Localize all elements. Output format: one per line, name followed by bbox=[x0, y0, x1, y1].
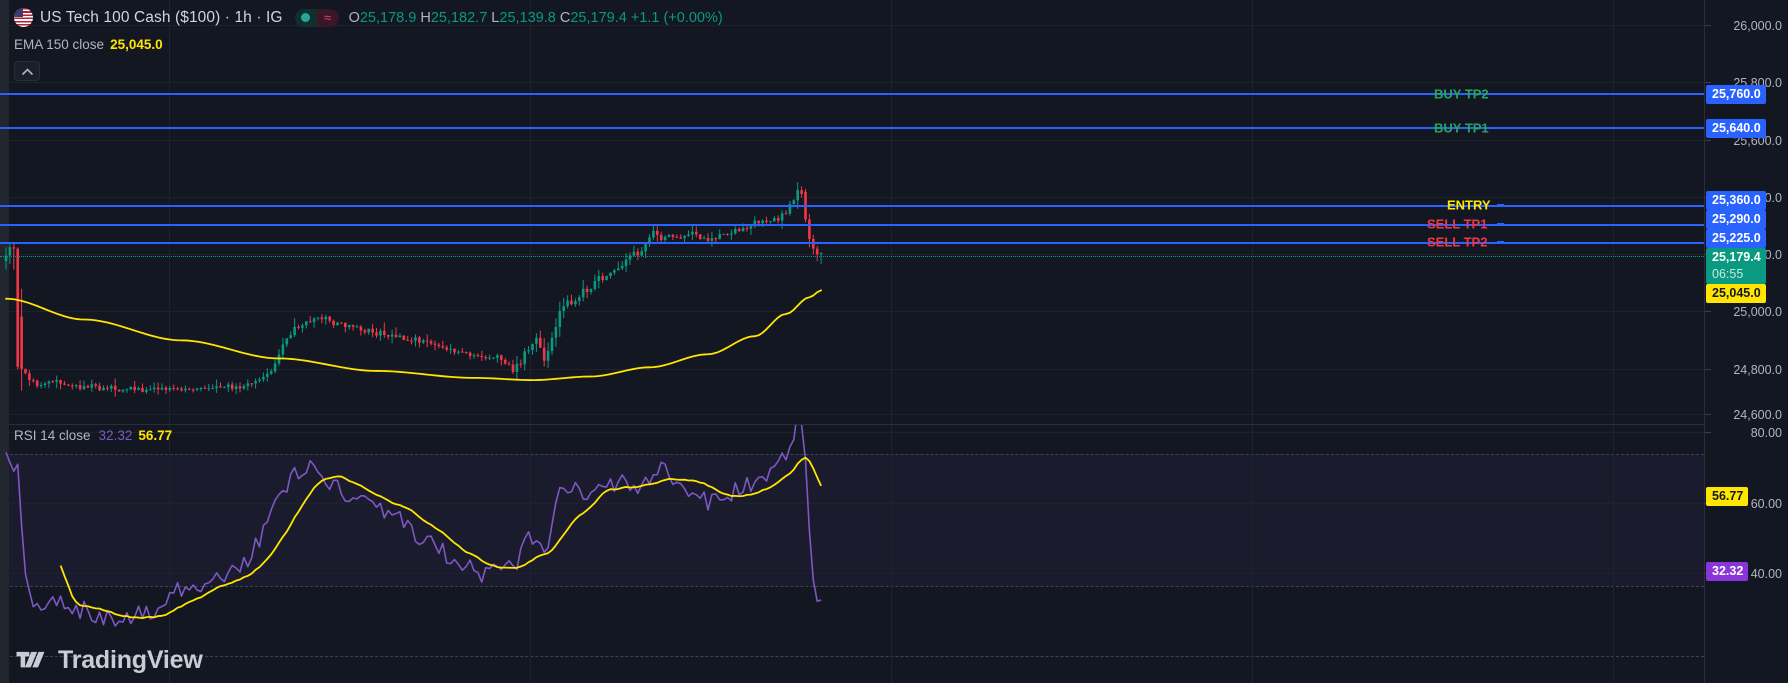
ema-price-badge[interactable]: 25,045.0 bbox=[1706, 284, 1766, 303]
tradingview-wordmark: TradingView bbox=[58, 646, 203, 674]
ohlc-high-key: H bbox=[420, 9, 431, 26]
level-label-entry[interactable]: ENTRY bbox=[1447, 197, 1491, 213]
chevron-up-icon bbox=[21, 67, 33, 75]
price-badge-buy-tp2[interactable]: 25,760.0 bbox=[1706, 85, 1766, 104]
current-price-time: 06:55 bbox=[1712, 267, 1744, 281]
rsi-oversold-line bbox=[0, 586, 1704, 587]
current-price-line bbox=[0, 256, 1704, 257]
symbol-title[interactable]: US Tech 100 Cash ($100) · 1h · IG bbox=[40, 9, 283, 27]
us-flag-icon bbox=[14, 8, 33, 27]
ohlc-close-key: C bbox=[559, 9, 571, 26]
rsi-axis-tick: 40.00 bbox=[1750, 567, 1782, 581]
symbol-sep-2: · bbox=[251, 8, 266, 26]
axis-tick: 26,000.0 bbox=[1733, 19, 1782, 33]
level-label-buy-tp2[interactable]: BUY TP2 bbox=[1434, 86, 1489, 102]
rsi-overbought-line bbox=[0, 454, 1704, 455]
rsi-legend-label: RSI 14 close bbox=[14, 428, 91, 443]
axis-tick: 24,800.0 bbox=[1733, 363, 1782, 377]
level-dash-buy-tp2 bbox=[1497, 93, 1504, 95]
ohlc-open-key: O bbox=[348, 9, 360, 26]
price-pane[interactable] bbox=[0, 0, 1704, 424]
level-dash-sell-tp2 bbox=[1497, 241, 1504, 243]
ema-legend-label: EMA 150 close bbox=[14, 37, 105, 52]
rsi-value-badge[interactable]: 32.32 bbox=[1706, 562, 1749, 581]
ohlc-close-value: 25,179.4 bbox=[570, 9, 627, 26]
pane-separator[interactable] bbox=[0, 424, 1788, 425]
level-line-sell-tp2[interactable] bbox=[0, 242, 1704, 244]
level-dash-buy-tp1 bbox=[1497, 127, 1504, 129]
tradingview-logo-icon bbox=[16, 651, 45, 667]
left-gutter bbox=[0, 0, 9, 683]
ohlc-high-value: 25,182.7 bbox=[430, 9, 488, 26]
ohlc-values: O25,178.9 H25,182.7 L25,139.8 C25,179.4 … bbox=[349, 10, 723, 26]
level-label-sell-tp1[interactable]: SELL TP1 bbox=[1427, 216, 1488, 232]
rsi-ma-badge[interactable]: 56.77 bbox=[1706, 487, 1749, 506]
ema-legend-value: 25,045.0 bbox=[110, 37, 163, 52]
level-dash-sell-tp1 bbox=[1497, 223, 1504, 225]
wave-icon[interactable]: ≈ bbox=[316, 8, 339, 27]
price-badge-sell-tp2[interactable]: 25,225.0 bbox=[1706, 229, 1766, 248]
symbol-interval[interactable]: 1h bbox=[234, 8, 252, 26]
rsi-pane[interactable] bbox=[0, 425, 1704, 683]
level-line-buy-tp2[interactable] bbox=[0, 93, 1704, 95]
current-price-value: 25,179.4 bbox=[1712, 250, 1761, 264]
rsi-axis-tick: 60.00 bbox=[1750, 497, 1782, 511]
current-price-badge[interactable]: 25,179.4 06:55 bbox=[1706, 248, 1766, 284]
rsi-lower-line bbox=[0, 656, 1704, 657]
data-source-badges[interactable]: ≈ bbox=[294, 8, 339, 27]
tradingview-watermark: TradingView bbox=[16, 646, 203, 675]
price-axis[interactable]: 26,000.0 25,800.0 25,600.0 25,400.0 25,2… bbox=[1704, 0, 1788, 683]
symbol-exchange: IG bbox=[265, 8, 283, 26]
rsi-legend[interactable]: RSI 14 close 32.32 56.77 bbox=[14, 428, 172, 443]
level-line-sell-tp1[interactable] bbox=[0, 224, 1704, 226]
realtime-status-icon[interactable] bbox=[294, 8, 317, 27]
axis-tick: 25,000.0 bbox=[1733, 305, 1782, 319]
ohlc-open-value: 25,178.9 bbox=[359, 9, 417, 26]
price-badge-sell-tp1[interactable]: 25,290.0 bbox=[1706, 210, 1766, 229]
rsi-band-zone bbox=[0, 454, 1704, 586]
symbol-sep-1: · bbox=[220, 8, 235, 26]
ema-legend[interactable]: EMA 150 close 25,045.0 bbox=[14, 37, 163, 52]
ohlc-low-key: L bbox=[491, 9, 500, 26]
chart-legend: US Tech 100 Cash ($100) · 1h · IG ≈ O25,… bbox=[14, 8, 723, 27]
level-dash-entry bbox=[1497, 204, 1504, 206]
rsi-legend-value-1: 32.32 bbox=[98, 428, 133, 443]
ohlc-low-value: 25,139.8 bbox=[499, 9, 556, 26]
collapse-legend-button[interactable] bbox=[14, 61, 40, 81]
ohlc-change: +1.1 (+0.00%) bbox=[630, 9, 723, 26]
symbol-name: US Tech 100 Cash ($100) bbox=[40, 8, 221, 26]
level-label-buy-tp1[interactable]: BUY TP1 bbox=[1434, 120, 1489, 136]
rsi-legend-value-2: 56.77 bbox=[138, 428, 173, 443]
axis-tick: 24,600.0 bbox=[1733, 408, 1782, 422]
price-badge-entry[interactable]: 25,360.0 bbox=[1706, 191, 1766, 210]
level-label-sell-tp2[interactable]: SELL TP2 bbox=[1427, 234, 1488, 250]
price-badge-buy-tp1[interactable]: 25,640.0 bbox=[1706, 119, 1766, 138]
level-line-buy-tp1[interactable] bbox=[0, 127, 1704, 129]
level-line-entry[interactable] bbox=[0, 205, 1704, 207]
rsi-axis-tick: 80.00 bbox=[1750, 426, 1782, 440]
